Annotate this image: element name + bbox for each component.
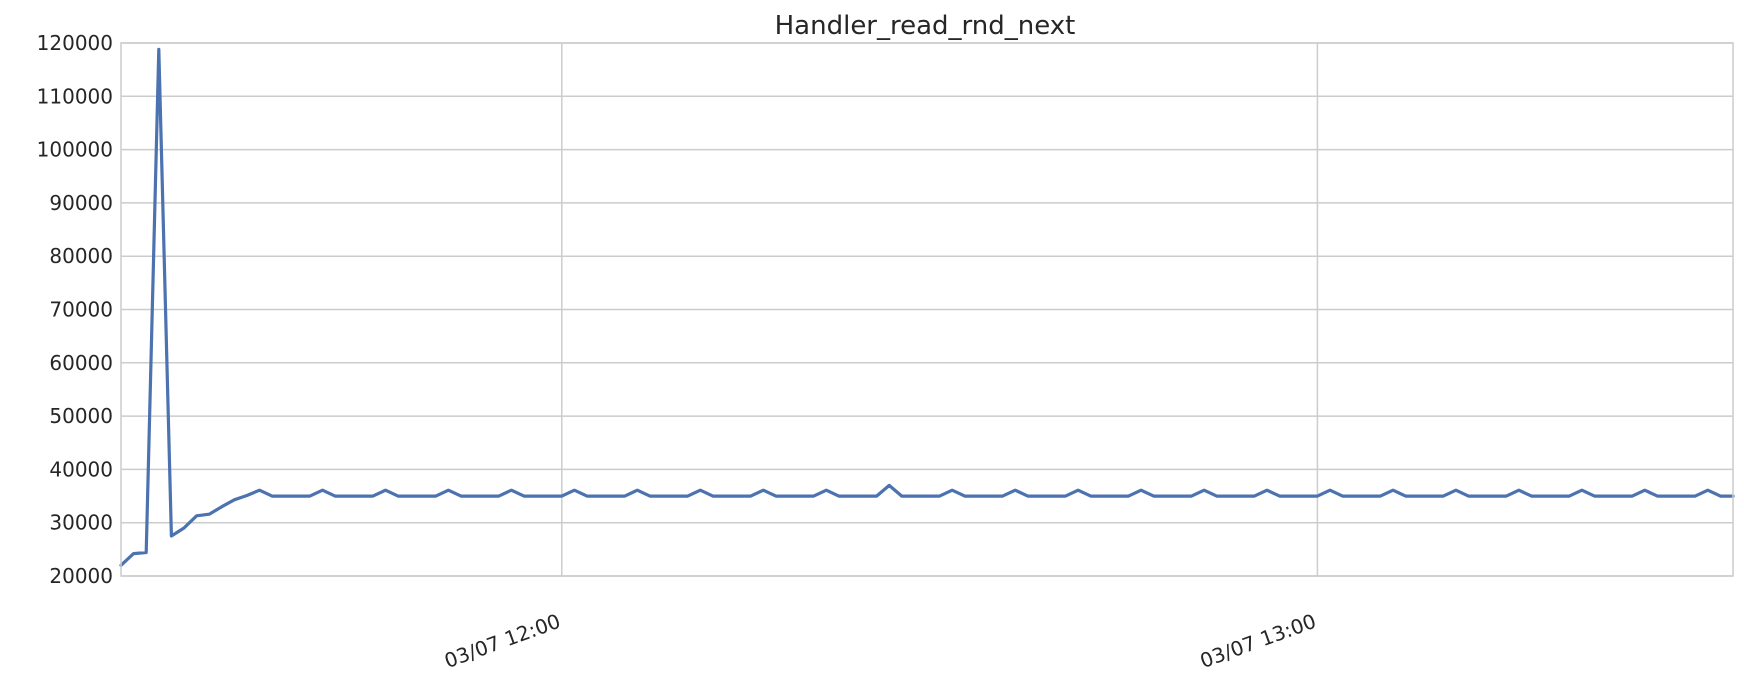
series-line bbox=[119, 47, 1735, 567]
chart-title: Handler_read_rnd_next bbox=[775, 11, 1076, 41]
y-tick-label: 40000 bbox=[49, 457, 113, 481]
series-layer bbox=[119, 47, 1735, 567]
y-tick-label: 90000 bbox=[49, 191, 113, 215]
plot-frame bbox=[120, 42, 1734, 577]
x-axis-ticks: 03/07 12:00 03/07 13:00 bbox=[441, 609, 1319, 673]
y-tick-label: 20000 bbox=[49, 564, 113, 588]
y-tick-label: 110000 bbox=[37, 84, 113, 108]
y-tick-label: 120000 bbox=[37, 31, 113, 55]
y-tick-label: 30000 bbox=[49, 511, 113, 535]
y-axis-ticks: 20000 30000 40000 50000 60000 70000 80000 90000… bbox=[37, 31, 113, 588]
x-tick-label: 03/07 13:00 bbox=[1197, 609, 1320, 673]
y-tick-label: 80000 bbox=[49, 244, 113, 268]
y-tick-label: 60000 bbox=[49, 351, 113, 375]
x-tick-label: 03/07 12:00 bbox=[441, 609, 564, 673]
y-tick-label: 100000 bbox=[37, 138, 113, 162]
y-tick-label: 50000 bbox=[49, 404, 113, 428]
y-tick-label: 70000 bbox=[49, 298, 113, 322]
